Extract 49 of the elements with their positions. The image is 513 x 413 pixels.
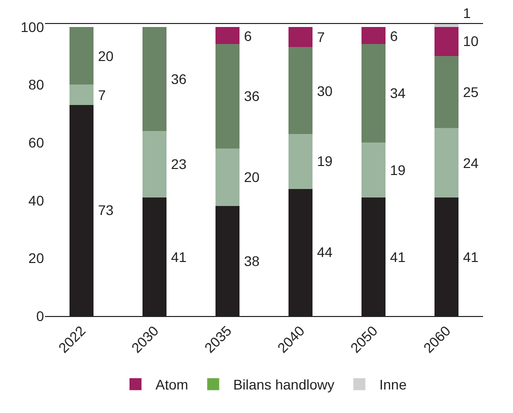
bar	[215, 26, 240, 44]
data-label: 20	[244, 169, 260, 185]
y-tick-label: 40	[28, 192, 44, 208]
data-label: 41	[171, 249, 187, 265]
legend-label: Atom	[156, 376, 188, 393]
bar	[434, 24, 459, 27]
bar	[142, 130, 167, 198]
data-label: 1	[463, 5, 471, 21]
bar	[142, 26, 167, 131]
legend-label: Inne	[379, 376, 407, 393]
data-label: 73	[98, 202, 114, 218]
data-label: 38	[244, 253, 260, 269]
bar	[434, 56, 459, 128]
bar	[215, 148, 240, 206]
bar	[361, 142, 386, 198]
data-label: 6	[244, 28, 252, 44]
bar	[288, 134, 313, 189]
data-label: 10	[463, 33, 479, 49]
data-label: 19	[390, 162, 406, 178]
bar	[288, 26, 313, 48]
data-label: 7	[317, 29, 325, 45]
legend-label: Bilans handlowy	[233, 376, 334, 393]
data-label: 34	[390, 85, 406, 101]
data-label: 6	[390, 28, 398, 44]
y-tick-label: 20	[28, 250, 44, 266]
y-tick-label: 60	[28, 134, 44, 150]
data-label: 44	[317, 244, 333, 260]
bar	[361, 44, 386, 143]
data-label: 36	[244, 88, 260, 104]
bar	[215, 44, 240, 148]
bar	[361, 26, 386, 44]
bar	[69, 26, 94, 85]
bar	[434, 128, 459, 198]
bar	[434, 26, 459, 56]
data-label: 23	[171, 156, 187, 172]
data-label: 7	[98, 87, 106, 103]
data-label: 24	[463, 155, 479, 171]
y-tick-label: 80	[28, 76, 44, 93]
data-label: 20	[98, 48, 114, 64]
y-tick-label: 100	[20, 18, 44, 35]
data-label: 25	[463, 84, 479, 100]
y-tick-label: 0	[36, 308, 44, 324]
bar	[288, 47, 313, 134]
data-label: 19	[317, 153, 333, 169]
data-label: 36	[171, 71, 187, 87]
data-label: 41	[390, 249, 406, 265]
bar	[69, 84, 94, 105]
data-label: 41	[463, 249, 479, 265]
data-label: 30	[317, 83, 333, 99]
